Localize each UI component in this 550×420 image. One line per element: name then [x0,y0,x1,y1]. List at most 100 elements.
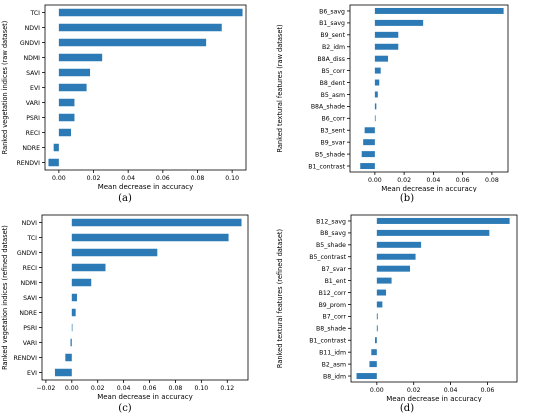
category-label-b-3: B2_idm [322,44,345,51]
bar-d-8 [376,313,378,320]
bar-c-1 [71,233,229,242]
category-label-d-10: B1_contrast [309,338,346,345]
bar-b-12 [361,151,375,158]
chart-b: B6_savg B1_savg B9_sent B2_idm B8A_diss B5_co… [276,4,509,192]
category-label-d-4: B7_svar [322,266,347,273]
bar-a-4 [58,68,91,77]
xtick-label-b-3: 0.06 [456,177,470,184]
category-label-b-1: B1_savg [319,20,345,27]
category-label-a-10: RENDVI [16,160,40,167]
caption-b: (b) [399,193,415,204]
plot-frame-a [44,4,247,171]
xtick-label-d-1: 0.02 [407,387,421,394]
bar-d-4 [376,265,411,272]
bar-d-3 [376,253,416,260]
category-label-b-9: B6_corr [322,116,346,123]
category-label-a-6: VARI [26,100,40,107]
bar-d-5 [376,277,392,284]
bar-c-7 [71,323,73,332]
xtick-label-d-0: 0.00 [370,387,384,394]
xtick-label-a-5: 0.10 [225,175,239,182]
category-label-c-2: GNDVI [17,250,37,257]
bar-a-2 [58,38,207,47]
category-label-d-2: B5_shade [316,242,346,249]
category-label-a-4: SAVI [26,70,40,77]
category-label-c-8: VARI [23,340,37,347]
category-label-a-5: EVI [30,85,40,92]
category-label-d-5: B1_ent [325,278,347,285]
bar-b-9 [374,115,376,122]
bar-c-6 [71,308,76,317]
bar-b-1 [374,19,424,26]
category-label-c-4: NDMI [20,280,37,287]
xtick-label-a-2: 0.04 [121,175,135,182]
category-label-d-0: B12_savg [316,218,346,225]
xlabel-b: Mean decrease in accuracy [381,185,477,192]
category-label-c-1: TCI [26,235,37,242]
category-label-d-13: B8_idm [323,373,346,380]
category-label-d-12: B2_asm [322,361,346,368]
bar-c-4 [71,278,92,287]
bar-b-6 [374,79,380,86]
category-label-d-6: B12_corr [319,290,347,297]
xtick-label-c-4: 0.06 [143,385,157,392]
bar-b-13 [360,163,375,170]
category-label-b-13: B1_contrast [308,163,345,170]
bar-d-12 [369,361,377,368]
ylabel-b: Ranked textural features (raw dataset) [276,24,284,152]
xlabel-c: Mean decrease in accuracy [97,393,193,401]
bar-a-9 [53,143,59,152]
bar-b-10 [364,127,375,134]
xtick-label-a-0: 0.00 [52,175,66,182]
category-label-b-7: B5_asm [321,92,345,99]
plot-frame-c [41,214,249,381]
category-label-c-5: SAVI [23,295,37,302]
xtick-label-d-3: 0.06 [481,387,495,394]
category-label-c-0: NDVI [22,220,38,227]
ylabel-d: Ranked textural features (refined datase… [276,229,284,368]
xtick-label-c-7: 0.12 [220,385,234,392]
bar-c-3 [71,263,106,272]
bar-d-10 [374,337,377,344]
bar-a-5 [58,83,87,92]
bar-a-6 [58,98,75,107]
caption-a: (a) [118,193,132,204]
xlabel-d: Mean decrease in accuracy [386,395,482,402]
ylabel-a: Ranked vegetation indices (raw dataset) [1,21,9,155]
bar-d-9 [376,325,378,332]
bar-a-3 [58,53,103,62]
xtick-label-a-3: 0.06 [156,175,170,182]
bar-c-9 [65,353,72,362]
category-label-b-2: B9_sent [320,32,345,39]
category-label-d-11: B11_idm [319,349,346,356]
category-label-b-0: B6_savg [319,8,345,15]
category-label-b-11: B9_svar [321,139,346,146]
category-label-a-1: NDVI [25,25,41,32]
category-label-c-3: RECI [23,265,38,272]
category-label-b-5: B5_corr [322,68,346,75]
bar-b-0 [374,7,504,14]
xtick-label-a-4: 0.08 [191,175,205,182]
chart-a: TCI NDVI GNDVI NDMI SAVI EVI VARI PSRI RECI NDRE R… [1,4,247,191]
category-label-d-7: B9_prom [319,302,346,309]
category-label-a-9: NDRE [22,145,40,152]
bar-c-0 [71,218,242,227]
xtick-label-c-2: 0.02 [91,385,105,392]
xtick-label-c-0: −0.02 [36,385,55,392]
category-label-c-10: EVI [27,370,37,377]
chart-d: B12_savg B8_savg B5_shade B5_contrast B7_sva… [276,214,518,402]
xtick-label-c-1: 0.00 [65,385,79,392]
xtick-label-c-3: 0.04 [117,385,131,392]
chart-c: NDVI TCI GNDVI RECI NDMI SAVI NDRE PSRI VARI REND… [1,214,249,401]
xtick-label-d-2: 0.04 [444,387,458,394]
bar-d-2 [376,241,422,248]
xtick-label-a-1: 0.02 [87,175,101,182]
category-label-d-1: B8_savg [320,230,346,237]
bar-d-7 [376,301,383,308]
bar-b-5 [374,67,381,74]
category-label-a-2: GNDVI [20,40,40,47]
xlabel-a: Mean decrease in accuracy [98,183,194,191]
category-label-c-7: PSRI [23,325,37,332]
bar-d-1 [376,229,490,236]
